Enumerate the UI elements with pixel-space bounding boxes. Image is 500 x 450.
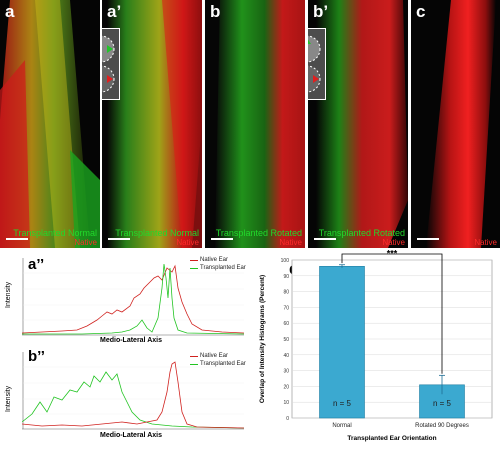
y-tick-label: 70 [283, 305, 289, 311]
y-tick-label: 60 [283, 321, 289, 327]
profile-native-line [22, 361, 244, 429]
panel-b-prime: b’ Transplanted Rotated Native [308, 0, 408, 248]
x-tick-label: Rotated 90 Degrees [415, 423, 469, 429]
caption-native: Native [474, 238, 497, 247]
panel-a: a Transplanted Normal Native [0, 0, 100, 248]
profile-legend: Native Ear Transplanted Ear [190, 352, 246, 368]
scale-bar [6, 238, 28, 240]
significance-bracket [341, 253, 443, 374]
y-tick-label: 10 [283, 400, 289, 406]
y-tick-label: 20 [283, 384, 289, 390]
profile-plot-a [22, 258, 244, 336]
profile-ylabel: Intensity [5, 281, 12, 308]
caption-transplanted: Transplanted Normal [13, 228, 97, 238]
legend-native: Native Ear [200, 257, 229, 263]
scale-bar [211, 238, 233, 240]
bar-chart: 0 10 20 30 40 50 60 70 80 90 100 n = 5 Normal n = 5 Ro… [252, 248, 500, 445]
panel-b: b Transplanted Rotated Native [205, 0, 305, 248]
panel-label: c [416, 2, 426, 21]
profile-native-line [22, 264, 244, 334]
legend-transplanted: Transplanted Ear [200, 265, 246, 271]
y-tick-label: 50 [283, 337, 289, 343]
x-axis-label: Transplanted Ear Orientation [347, 435, 436, 442]
y-tick-label: 30 [283, 369, 289, 375]
n-label: n = 5 [333, 399, 352, 408]
profile-transplanted-line [22, 371, 244, 429]
n-label: n = 5 [433, 399, 452, 408]
legend-native: Native Ear [200, 353, 229, 359]
profile-legend: Native Ear Transplanted Ear [190, 256, 246, 272]
panel-a-image [0, 0, 100, 248]
y-tick-label: 40 [283, 353, 289, 359]
profile-ylabel: Intensity [5, 385, 12, 412]
caption-native: Native [176, 238, 199, 247]
y-axis-label: Overlap of Intensity Histograms (Percent… [259, 275, 266, 403]
panel-b-image [205, 0, 305, 248]
panel-c-image [411, 0, 500, 248]
scale-bar [417, 238, 439, 240]
caption-native: Native [74, 238, 97, 247]
panel-label: b [210, 2, 221, 21]
y-tick-label: 0 [286, 416, 289, 422]
profile-xlabel: Medio-Lateral Axis [100, 337, 162, 344]
caption-transplanted: Transplanted Normal [115, 228, 199, 238]
panel-label: a [5, 2, 15, 21]
x-tick-label: Normal [332, 423, 351, 429]
significance-label: *** [387, 250, 398, 258]
scale-bar [108, 238, 130, 240]
panel-c: c Native [411, 0, 500, 248]
bar [319, 266, 365, 419]
caption-transplanted: Transplanted Rotated [318, 228, 405, 238]
panel-b-prime-image [308, 0, 408, 248]
caption-transplanted: Transplanted Rotated [215, 228, 302, 238]
legend-transplanted: Transplanted Ear [200, 361, 246, 367]
y-tick-label: 90 [283, 274, 289, 280]
caption-native: Native [382, 238, 405, 247]
profile-xlabel: Medio-Lateral Axis [100, 432, 162, 439]
orientation-inset [102, 28, 120, 100]
y-tick-label: 80 [283, 290, 289, 296]
panel-a-prime: a’ Transplanted Normal Native [102, 0, 202, 248]
y-tick-label: 100 [281, 258, 290, 264]
profile-label-b: b’’ [28, 348, 45, 365]
panel-label: a’ [107, 2, 122, 21]
orientation-inset [308, 28, 326, 100]
profile-plot-b [22, 352, 244, 430]
caption-native: Native [279, 238, 302, 247]
scale-bar [314, 238, 336, 240]
panel-label: b’ [313, 2, 329, 21]
bar-chart-svg: 0 10 20 30 40 50 60 70 80 90 100 n = 5 Normal n = 5 Ro… [259, 248, 493, 442]
profile-label-a: a’’ [28, 256, 45, 273]
profile-transplanted-line [22, 263, 244, 335]
